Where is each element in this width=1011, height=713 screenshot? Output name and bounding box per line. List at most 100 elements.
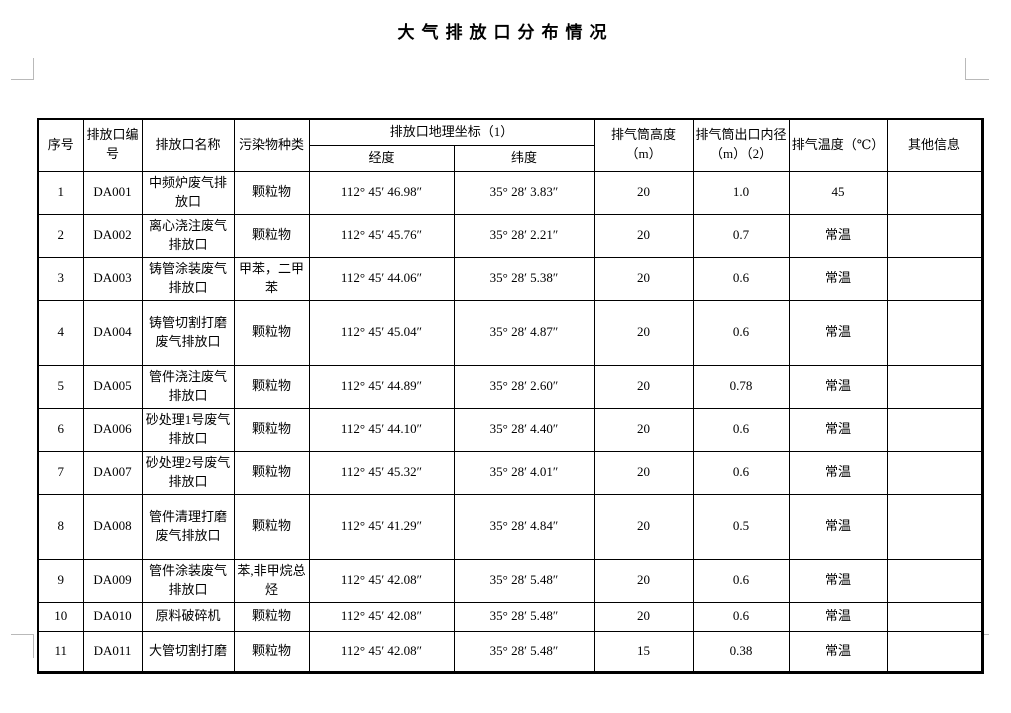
cell-longitude: 112° 45′ 45.32″ xyxy=(308,450,455,495)
col-header-temperature: 排气温度（℃） xyxy=(788,118,888,172)
table-row: 4 DA004 铸管切割打磨废气排放口 颗粒物 112° 45′ 45.04″ … xyxy=(37,299,983,366)
cell-outlet-code: DA002 xyxy=(82,213,143,258)
col-header-longitude: 经度 xyxy=(308,144,455,172)
cell-longitude: 112° 45′ 42.08″ xyxy=(308,630,455,673)
cell-pollutant: 颗粒物 xyxy=(233,493,310,560)
cell-outlet-diameter: 0.6 xyxy=(692,601,790,632)
cell-latitude: 35° 28′ 4.40″ xyxy=(453,407,595,452)
cell-latitude: 35° 28′ 5.48″ xyxy=(453,558,595,603)
cell-pollutant: 颗粒物 xyxy=(233,450,310,495)
cell-outlet-code: DA006 xyxy=(82,407,143,452)
cell-pollutant: 颗粒物 xyxy=(233,213,310,258)
cell-seq: 7 xyxy=(37,450,84,495)
cell-latitude: 35° 28′ 2.60″ xyxy=(453,364,595,409)
cell-seq: 3 xyxy=(37,256,84,301)
cell-latitude: 35° 28′ 3.83″ xyxy=(453,170,595,215)
cell-pollutant: 颗粒物 xyxy=(233,299,310,366)
col-header-latitude: 纬度 xyxy=(453,144,595,172)
cell-latitude: 35° 28′ 4.01″ xyxy=(453,450,595,495)
cell-latitude: 35° 28′ 5.38″ xyxy=(453,256,595,301)
table-row: 8 DA008 管件清理打磨废气排放口 颗粒物 112° 45′ 41.29″ … xyxy=(37,493,983,560)
cell-latitude: 35° 28′ 5.48″ xyxy=(453,630,595,673)
cell-other-info xyxy=(886,256,983,301)
cell-outlet-diameter: 0.6 xyxy=(692,407,790,452)
col-header-other-info: 其他信息 xyxy=(886,118,983,172)
cell-outlet-code: DA003 xyxy=(82,256,143,301)
cell-longitude: 112° 45′ 41.29″ xyxy=(308,493,455,560)
table-row: 1 DA001 中频炉废气排放口 颗粒物 112° 45′ 46.98″ 35°… xyxy=(37,170,983,215)
emission-outlets-table: 序号 排放口编号 排放口名称 污染物种类 排放口地理坐标（1） 排气筒高度（m）… xyxy=(37,118,984,674)
cell-outlet-name: 大管切割打磨 xyxy=(141,630,235,673)
cell-seq: 10 xyxy=(37,601,84,632)
cell-longitude: 112° 45′ 46.98″ xyxy=(308,170,455,215)
cell-outlet-name: 铸管切割打磨废气排放口 xyxy=(141,299,235,366)
cell-outlet-code: DA010 xyxy=(82,601,143,632)
cell-stack-height: 20 xyxy=(593,256,694,301)
cell-stack-height: 15 xyxy=(593,630,694,673)
cell-longitude: 112° 45′ 45.76″ xyxy=(308,213,455,258)
cell-other-info xyxy=(886,450,983,495)
cell-outlet-diameter: 0.5 xyxy=(692,493,790,560)
cell-outlet-diameter: 0.7 xyxy=(692,213,790,258)
cell-pollutant: 颗粒物 xyxy=(233,170,310,215)
cell-temperature: 常温 xyxy=(788,407,888,452)
crop-mark-bottom-left xyxy=(11,634,34,658)
cell-outlet-code: DA005 xyxy=(82,364,143,409)
cell-pollutant: 颗粒物 xyxy=(233,630,310,673)
cell-stack-height: 20 xyxy=(593,493,694,560)
cell-temperature: 常温 xyxy=(788,364,888,409)
cell-latitude: 35° 28′ 4.84″ xyxy=(453,493,595,560)
col-header-stack-height: 排气筒高度（m） xyxy=(593,118,694,172)
cell-outlet-name: 原料破碎机 xyxy=(141,601,235,632)
cell-pollutant: 苯,非甲烷总烃 xyxy=(233,558,310,603)
cell-outlet-code: DA007 xyxy=(82,450,143,495)
cell-stack-height: 20 xyxy=(593,364,694,409)
cell-pollutant: 颗粒物 xyxy=(233,407,310,452)
cell-seq: 4 xyxy=(37,299,84,366)
cell-other-info xyxy=(886,407,983,452)
cell-outlet-name: 中频炉废气排放口 xyxy=(141,170,235,215)
cell-other-info xyxy=(886,213,983,258)
cell-outlet-code: DA011 xyxy=(82,630,143,673)
cell-pollutant: 颗粒物 xyxy=(233,364,310,409)
cell-temperature: 常温 xyxy=(788,450,888,495)
cell-other-info xyxy=(886,493,983,560)
cell-temperature: 常温 xyxy=(788,630,888,673)
cell-outlet-name: 管件清理打磨废气排放口 xyxy=(141,493,235,560)
cell-outlet-name: 砂处理2号废气排放口 xyxy=(141,450,235,495)
cell-latitude: 35° 28′ 4.87″ xyxy=(453,299,595,366)
col-header-name: 排放口名称 xyxy=(141,118,235,172)
cell-stack-height: 20 xyxy=(593,170,694,215)
cell-seq: 5 xyxy=(37,364,84,409)
table-row: 3 DA003 铸管涂装废气排放口 甲苯，二甲苯 112° 45′ 44.06″… xyxy=(37,256,983,301)
cell-other-info xyxy=(886,364,983,409)
cell-outlet-code: DA009 xyxy=(82,558,143,603)
cell-outlet-diameter: 0.78 xyxy=(692,364,790,409)
cell-temperature: 45 xyxy=(788,170,888,215)
crop-mark-top-left xyxy=(11,58,34,80)
cell-temperature: 常温 xyxy=(788,213,888,258)
cell-seq: 11 xyxy=(37,630,84,673)
cell-temperature: 常温 xyxy=(788,558,888,603)
table-row: 9 DA009 管件涂装废气排放口 苯,非甲烷总烃 112° 45′ 42.08… xyxy=(37,558,983,603)
cell-stack-height: 20 xyxy=(593,450,694,495)
cell-outlet-name: 离心浇注废气排放口 xyxy=(141,213,235,258)
cell-other-info xyxy=(886,601,983,632)
cell-latitude: 35° 28′ 2.21″ xyxy=(453,213,595,258)
cell-other-info xyxy=(886,299,983,366)
crop-mark-top-right xyxy=(965,58,989,80)
cell-other-info xyxy=(886,630,983,673)
cell-seq: 9 xyxy=(37,558,84,603)
cell-outlet-diameter: 0.6 xyxy=(692,299,790,366)
cell-seq: 6 xyxy=(37,407,84,452)
cell-pollutant: 甲苯，二甲苯 xyxy=(233,256,310,301)
cell-outlet-code: DA008 xyxy=(82,493,143,560)
cell-seq: 8 xyxy=(37,493,84,560)
table-header: 序号 排放口编号 排放口名称 污染物种类 排放口地理坐标（1） 排气筒高度（m）… xyxy=(37,118,983,172)
cell-stack-height: 20 xyxy=(593,299,694,366)
table-row: 5 DA005 管件浇注废气排放口 颗粒物 112° 45′ 44.89″ 35… xyxy=(37,364,983,409)
cell-latitude: 35° 28′ 5.48″ xyxy=(453,601,595,632)
cell-stack-height: 20 xyxy=(593,558,694,603)
cell-stack-height: 20 xyxy=(593,213,694,258)
cell-outlet-diameter: 1.0 xyxy=(692,170,790,215)
